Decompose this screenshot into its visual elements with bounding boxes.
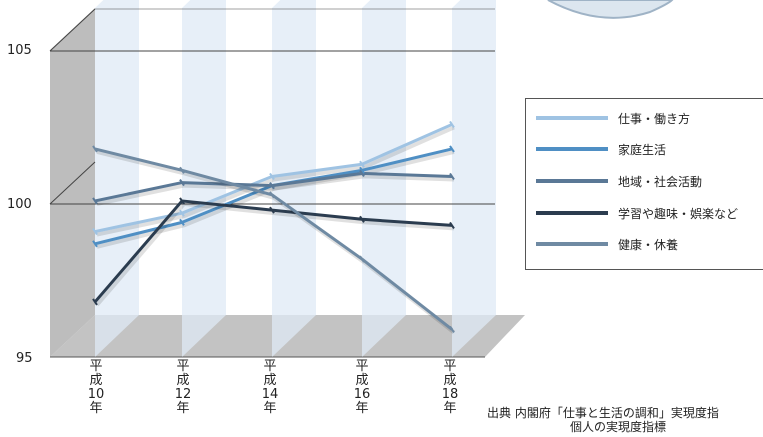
data-point: [449, 325, 455, 334]
chart-legend: 仕事・働き方 家庭生活 地域・社会活動 学習や趣味・娯楽など 健康・休養: [525, 98, 763, 270]
legend-label: 地域・社会活動: [618, 174, 703, 189]
source-line-2: 個人の実現度指標: [570, 420, 667, 434]
data-point: [179, 166, 185, 174]
legend-label: 健康・休養: [618, 237, 679, 252]
column-stripe: [95, 0, 139, 357]
column-stripe: [452, 0, 496, 357]
y-tick-label: 100: [7, 197, 32, 212]
data-point: [449, 120, 455, 128]
legend-item: 地域・社会活動: [536, 171, 702, 191]
data-point: [269, 191, 275, 199]
legend-item: 学習や趣味・娯楽など: [536, 203, 738, 223]
data-point: [269, 206, 275, 214]
data-point: [449, 145, 455, 153]
data-point: [92, 240, 98, 248]
x-tick-label: 平成 16 年: [353, 359, 371, 416]
data-point: [92, 227, 98, 236]
data-point: [359, 166, 365, 174]
legend-label: 仕事・働き方: [618, 111, 691, 126]
data-point: [92, 145, 98, 153]
legend-swatch: [536, 242, 608, 246]
data-point: [179, 197, 185, 205]
x-tick-label: 平成 10 年: [87, 359, 105, 416]
data-point: [359, 215, 365, 223]
legend-swatch: [536, 211, 608, 215]
data-point: [269, 172, 275, 181]
y-tick-label: 105: [7, 43, 32, 58]
legend-swatch: [536, 116, 608, 120]
y-tick-label: 95: [16, 351, 33, 366]
legend-item: 仕事・働き方: [536, 108, 690, 128]
data-point: [449, 221, 455, 229]
legend-item: 健康・休養: [536, 234, 678, 254]
legend-label: 家庭生活: [618, 142, 667, 157]
gridline-depth: [49, 161, 96, 205]
column-stripe: [272, 0, 316, 357]
data-point: [92, 298, 98, 306]
data-point: [179, 218, 185, 226]
source-note: 出典 内閣府「仕事と生活の調和」実現度指 個人の実現度指標: [487, 406, 719, 434]
gridline-depth: [49, 8, 96, 52]
column-stripe: [182, 0, 226, 357]
source-line-1: 出典 内閣府「仕事と生活の調和」実現度指: [487, 406, 719, 420]
data-point: [179, 179, 185, 187]
data-point: [359, 160, 365, 168]
legend-label: 学習や趣味・娯楽など: [618, 206, 739, 221]
data-point: [269, 182, 275, 190]
x-tick-label: 平成 12 年: [174, 359, 192, 416]
data-point: [179, 209, 185, 217]
data-point: [92, 197, 98, 205]
data-point: [359, 255, 365, 263]
legend-swatch: [536, 147, 608, 151]
x-tick-label: 平成 14 年: [261, 359, 279, 416]
decorative-circle: [547, 0, 674, 19]
legend-item: 家庭生活: [536, 139, 666, 159]
data-point: [449, 172, 455, 181]
legend-swatch: [536, 179, 608, 183]
data-point: [359, 169, 365, 177]
x-tick-label: 平成 18 年: [441, 359, 459, 416]
